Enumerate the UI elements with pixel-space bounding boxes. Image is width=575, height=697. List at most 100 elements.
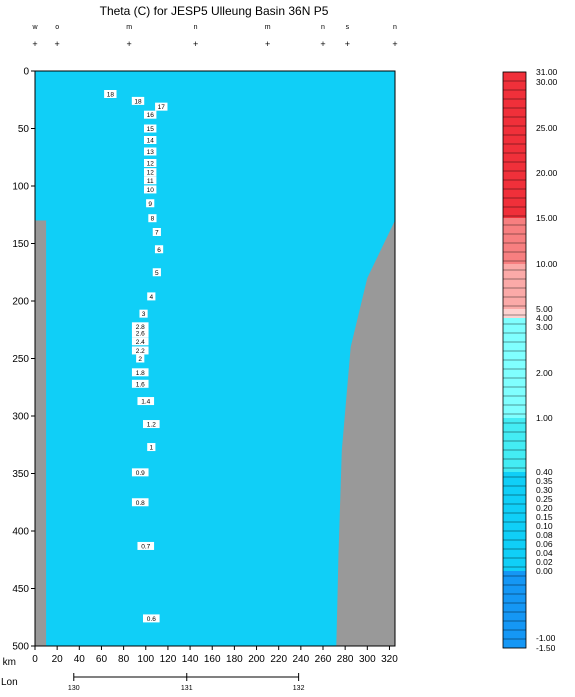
colorbar-label: -1.00 xyxy=(536,633,556,643)
y-tick-label: 50 xyxy=(18,124,30,135)
colorbar-label: 0.04 xyxy=(536,548,553,558)
x-axis-label: km xyxy=(3,657,16,668)
contour-label-bg xyxy=(131,96,145,105)
colorbar-label: 25.00 xyxy=(536,123,558,133)
colorbar-label: 5.00 xyxy=(536,304,553,314)
contour-label-bg xyxy=(152,268,161,277)
contour-label: 6 xyxy=(157,247,161,254)
contour-label: 10 xyxy=(147,187,155,194)
contour-label-bg xyxy=(154,245,164,254)
contour-label: 18 xyxy=(134,98,142,105)
lon-tick-label: 130 xyxy=(68,685,80,692)
chart-title: Theta (C) for JESP5 Ulleung Basin 36N P5 xyxy=(100,4,329,18)
y-tick-label: 400 xyxy=(12,527,29,538)
contour-label: 1.2 xyxy=(147,422,156,429)
contour-label: 8 xyxy=(151,216,155,223)
contour-label-bg xyxy=(143,420,160,429)
x-tick-label: 140 xyxy=(182,654,199,665)
colorbar-label: 0.25 xyxy=(536,494,553,504)
y-tick-label: 100 xyxy=(12,182,29,193)
y-tick-label: 150 xyxy=(12,239,29,250)
x-tick-label: 80 xyxy=(118,654,130,665)
y-tick-label: 300 xyxy=(12,412,29,423)
station-marker: + xyxy=(127,39,132,49)
contour-label: 17 xyxy=(158,104,166,111)
colorbar-swatch xyxy=(503,318,526,418)
plot-area: 181817161514131212111098765432.82.62.42.… xyxy=(34,70,396,647)
x-tick-label: 100 xyxy=(137,654,154,665)
contour-label-bg xyxy=(144,124,157,133)
colorbar-label: 0.02 xyxy=(536,557,553,567)
contour-label-bg xyxy=(147,292,156,301)
contour-label: 18 xyxy=(107,92,115,99)
contour-label-bg xyxy=(144,147,157,156)
contour-label: 3 xyxy=(142,311,146,318)
colorbar-label: 1.00 xyxy=(536,413,553,423)
colorbar-label: 31.00 xyxy=(536,67,558,77)
station-label: n xyxy=(321,24,325,31)
station-marker: + xyxy=(320,39,325,49)
y-tick-label: 200 xyxy=(12,297,29,308)
x-tick-label: 180 xyxy=(226,654,243,665)
colorbar-label: 0.35 xyxy=(536,476,553,486)
contour-label: 0.6 xyxy=(147,616,156,623)
x-tick-label: 240 xyxy=(293,654,310,665)
contour-label: 2.6 xyxy=(136,331,145,338)
contour-label: 0.9 xyxy=(136,470,145,477)
contour-label: 11 xyxy=(147,178,154,185)
lon-tick-label: 131 xyxy=(181,685,193,692)
contour-label-bg xyxy=(131,337,149,346)
y-tick-label: 450 xyxy=(12,584,29,595)
station-label: n xyxy=(393,24,397,31)
x-tick-label: 0 xyxy=(32,654,38,665)
station-label: m xyxy=(126,24,132,31)
contour-label-bg xyxy=(131,498,149,507)
contour-label-bg xyxy=(137,541,155,550)
station-markers: w + o + m + n + m + n + s + n + xyxy=(31,24,397,49)
colorbar-swatch xyxy=(503,309,526,318)
x-tick-label: 280 xyxy=(337,654,354,665)
y-tick-label: 0 xyxy=(23,67,29,78)
colorbar-swatch xyxy=(503,472,526,571)
contour-label: 1 xyxy=(149,445,153,452)
contour-label-bg xyxy=(104,90,117,98)
colorbar-label: 0.00 xyxy=(536,566,553,576)
y-tick-label: 350 xyxy=(12,469,29,480)
contour-label-bg xyxy=(144,159,157,167)
contour-label-bg xyxy=(131,379,149,388)
colorbar-swatch xyxy=(503,264,526,309)
colorbar-label: 0.40 xyxy=(536,467,553,477)
colorbar-label: 10.00 xyxy=(536,259,558,269)
contour-label-bg xyxy=(136,354,145,363)
station-label: n xyxy=(194,24,198,31)
contour-label-bg xyxy=(152,228,161,236)
y-tick-label: 500 xyxy=(12,642,29,653)
station-marker: + xyxy=(55,39,60,49)
colorbar-label: 3.00 xyxy=(536,322,553,332)
contour-label-bg xyxy=(139,309,148,318)
contour-label-bg xyxy=(131,468,149,477)
y-tick-label: 250 xyxy=(12,354,29,365)
x-tick-label: 60 xyxy=(96,654,108,665)
contour-label-bg xyxy=(146,199,155,208)
contour-label-bg xyxy=(155,102,168,111)
contour-label: 1.8 xyxy=(136,370,145,377)
colorbar-swatch xyxy=(503,72,526,218)
colorbar-label: 0.08 xyxy=(536,530,553,540)
contour-label: 12 xyxy=(147,170,155,177)
contour-label: 7 xyxy=(155,230,159,237)
colorbar-label: 30.00 xyxy=(536,77,558,87)
x-tick-label: 40 xyxy=(74,654,86,665)
colorbar-label: 15.00 xyxy=(536,213,558,223)
station-label: w xyxy=(31,24,38,31)
contour-label: 2.4 xyxy=(136,339,145,346)
colorbar-label: 0.15 xyxy=(536,512,553,522)
station-marker: + xyxy=(32,39,37,49)
station-label: o xyxy=(55,24,59,31)
colorbar-label: -1.50 xyxy=(536,643,556,653)
colorbar-label: 0.30 xyxy=(536,485,553,495)
colorbar-label: 0.10 xyxy=(536,521,553,531)
